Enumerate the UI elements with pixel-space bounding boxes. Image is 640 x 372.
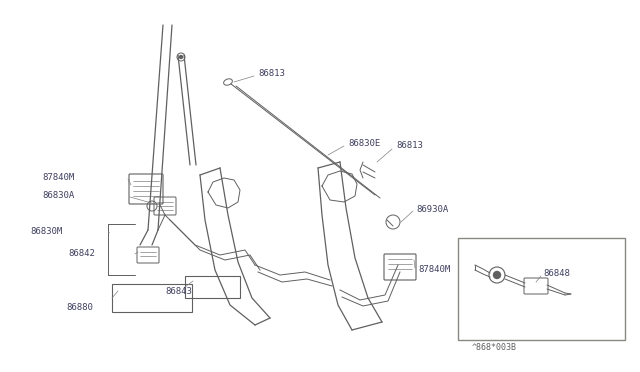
- Text: ^868*003B: ^868*003B: [472, 343, 517, 352]
- Text: 86930A: 86930A: [416, 205, 448, 214]
- Text: 86830E: 86830E: [348, 138, 380, 148]
- Text: 86813: 86813: [258, 70, 285, 78]
- Bar: [185, 276, 240, 298]
- Text: 87840M: 87840M: [42, 173, 74, 183]
- Text: 86880: 86880: [66, 302, 93, 311]
- Text: 86813: 86813: [396, 141, 423, 151]
- Text: 86843: 86843: [165, 286, 192, 295]
- Bar: [112, 284, 192, 312]
- Circle shape: [493, 272, 500, 279]
- Text: 86830A: 86830A: [42, 192, 74, 201]
- Text: 86842: 86842: [68, 250, 95, 259]
- Text: 86830M: 86830M: [30, 228, 62, 237]
- Circle shape: [179, 55, 182, 58]
- Text: 86848: 86848: [543, 269, 570, 278]
- Text: 87840M: 87840M: [418, 266, 451, 275]
- Bar: [458, 238, 625, 340]
